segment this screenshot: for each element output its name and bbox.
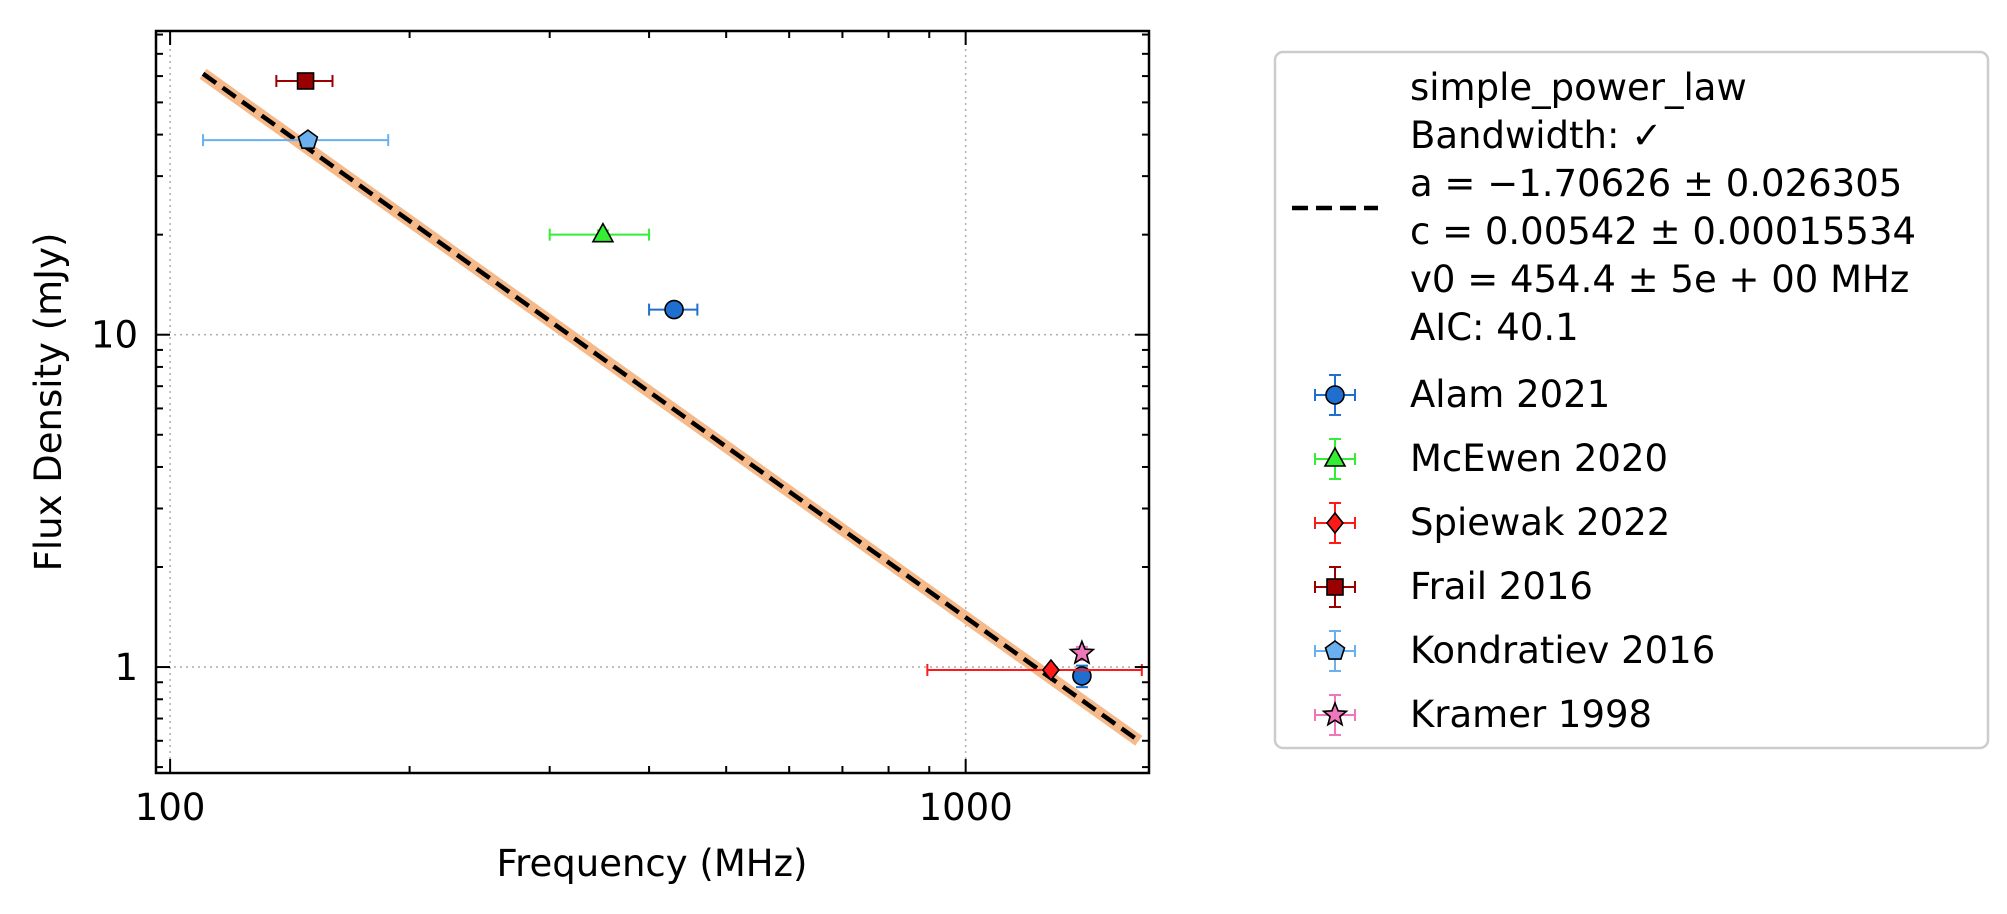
data-point xyxy=(926,658,1143,682)
legend-series-label: McEwen 2020 xyxy=(1410,437,1668,480)
legend-fit-label-line: c = 0.00542 ± 0.00015534 xyxy=(1410,210,1916,253)
legend: simple_power_law Bandwidth: ✓ a = −1.70626… xyxy=(1273,50,1990,750)
legend-fit-label-line: AIC: 40.1 xyxy=(1410,306,1579,349)
legend-triangle-marker xyxy=(1323,446,1347,467)
data-point xyxy=(202,129,390,149)
y-tick-label: 1 xyxy=(114,646,138,689)
x-tick-label: 1000 xyxy=(919,786,1013,829)
legend-series-label: Kramer 1998 xyxy=(1410,693,1652,736)
fit-line xyxy=(199,68,1143,746)
axis-ticks: 100 1000 1 10 xyxy=(91,31,1149,829)
legend-fit-label-line: simple_power_law xyxy=(1410,66,1747,109)
diamond-marker xyxy=(1041,658,1060,682)
pentagon-marker xyxy=(297,129,319,149)
x-axis-title: Frequency (MHz) xyxy=(497,842,808,885)
legend-entry: Spiewak 2022 xyxy=(1314,501,1670,544)
grid-lines xyxy=(156,31,1149,773)
plot-frame xyxy=(154,29,1151,775)
legend-star-marker xyxy=(1321,700,1349,727)
legend-entry: Kramer 1998 xyxy=(1314,693,1652,736)
data-point xyxy=(1068,639,1096,665)
legend-entry: Alam 2021 xyxy=(1314,373,1610,416)
legend-series-label: Spiewak 2022 xyxy=(1410,501,1670,544)
y-tick-label: 10 xyxy=(91,314,138,357)
data-point xyxy=(648,299,699,320)
circle-marker xyxy=(664,299,684,320)
star-marker xyxy=(1068,639,1096,665)
legend-square-marker xyxy=(1326,578,1344,596)
legend-entry: Kondratiev 2016 xyxy=(1314,629,1715,672)
data-point xyxy=(275,72,334,90)
legend-series-label: Kondratiev 2016 xyxy=(1410,629,1715,672)
legend-entry: McEwen 2020 xyxy=(1314,437,1668,480)
legend-fit-label-line: v0 = 454.4 ± 5e + 00 MHz xyxy=(1410,258,1909,301)
data-point xyxy=(1072,664,1092,689)
data-points xyxy=(202,72,1143,689)
legend-frame xyxy=(1273,50,1990,750)
legend-fit-label-line: a = −1.70626 ± 0.026305 xyxy=(1410,162,1902,205)
legend-circle-marker xyxy=(1325,385,1345,405)
y-axis-title: Flux Density (mJy) xyxy=(27,233,70,572)
legend-series-label: Frail 2016 xyxy=(1410,565,1593,608)
fit-uncertainty-band xyxy=(199,68,1143,746)
legend-entry: Frail 2016 xyxy=(1314,565,1593,608)
data-point xyxy=(548,222,651,243)
circle-marker xyxy=(1072,666,1092,686)
legend-fit-label-line: Bandwidth: ✓ xyxy=(1410,114,1662,157)
x-tick-label: 100 xyxy=(135,786,206,829)
legend-diamond-marker xyxy=(1325,511,1345,535)
triangle-marker xyxy=(591,222,615,243)
square-marker xyxy=(296,72,315,90)
legend-series-label: Alam 2021 xyxy=(1410,373,1610,416)
legend-pentagon-marker xyxy=(1324,640,1346,660)
